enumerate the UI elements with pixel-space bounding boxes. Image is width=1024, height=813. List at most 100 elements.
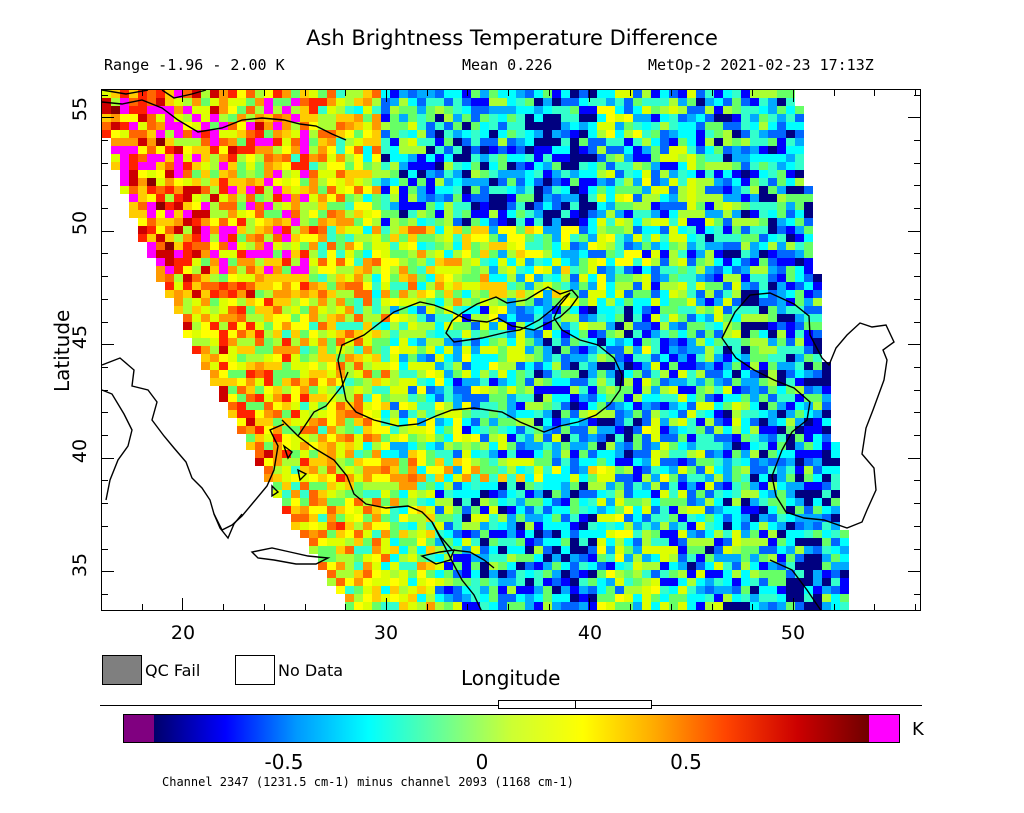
tick-mark [908,231,920,232]
data-pixel [228,146,237,154]
data-pixel [552,258,561,266]
data-pixel [282,146,291,154]
data-pixel [345,346,354,354]
data-pixel [624,162,633,170]
data-pixel [579,90,588,98]
data-pixel [291,274,300,282]
data-pixel [210,266,219,274]
data-pixel [264,298,273,306]
data-pixel [408,554,417,562]
data-pixel [615,602,624,610]
data-pixel [246,186,255,194]
data-pixel [399,194,408,202]
data-pixel [147,90,156,98]
data-pixel [435,258,444,266]
data-pixel [723,482,732,490]
data-pixel [570,426,579,434]
data-pixel [210,210,219,218]
data-pixel [318,514,327,522]
data-pixel [264,274,273,282]
data-pixel [678,170,687,178]
tick-mark [874,90,875,96]
data-pixel [543,234,552,242]
data-pixel [651,410,660,418]
data-pixel [327,218,336,226]
data-pixel [408,114,417,122]
data-pixel [399,538,408,546]
data-pixel [192,122,201,130]
data-pixel [300,354,309,362]
data-pixel [228,274,237,282]
data-pixel [255,370,264,378]
data-pixel [471,218,480,226]
data-pixel [399,458,408,466]
data-pixel [678,130,687,138]
data-pixel [534,354,543,362]
data-pixel [318,410,327,418]
data-pixel [237,194,246,202]
data-pixel [417,138,426,146]
data-pixel [678,538,687,546]
data-pixel [624,578,633,586]
data-pixel [624,234,633,242]
data-pixel [795,522,804,530]
data-pixel [390,186,399,194]
data-pixel [552,98,561,106]
data-pixel [705,234,714,242]
data-pixel [489,410,498,418]
data-pixel [786,514,795,522]
data-pixel [345,98,354,106]
data-pixel [426,586,435,594]
data-pixel [201,290,210,298]
data-pixel [525,410,534,418]
data-pixel [219,114,228,122]
data-pixel [246,426,255,434]
data-pixel [642,570,651,578]
data-pixel [615,226,624,234]
data-pixel [426,498,435,506]
data-pixel [255,202,264,210]
data-pixel [750,530,759,538]
data-pixel [768,410,777,418]
data-pixel [813,466,822,474]
data-pixel [354,122,363,130]
data-pixel [642,554,651,562]
data-pixel [615,530,624,538]
data-pixel [624,114,633,122]
data-pixel [534,458,543,466]
data-pixel [147,194,156,202]
data-pixel [498,298,507,306]
data-pixel [435,90,444,98]
data-pixel [714,354,723,362]
data-pixel [417,458,426,466]
data-pixel [444,402,453,410]
data-pixel [606,570,615,578]
data-pixel [660,218,669,226]
data-pixel [462,186,471,194]
data-pixel [363,570,372,578]
data-pixel [678,234,687,242]
data-pixel [741,202,750,210]
data-pixel [543,362,552,370]
data-pixel [471,290,480,298]
data-pixel [318,106,327,114]
data-pixel [552,290,561,298]
data-pixel [309,210,318,218]
data-pixel [264,458,273,466]
data-pixel [588,586,597,594]
data-pixel [660,346,669,354]
data-pixel [165,210,174,218]
tick-mark [102,163,108,164]
data-pixel [516,458,525,466]
data-pixel [381,450,390,458]
data-pixel [381,362,390,370]
data-pixel [741,538,750,546]
data-pixel [498,594,507,602]
data-pixel [426,162,435,170]
data-pixel [786,466,795,474]
data-pixel [507,610,516,611]
data-pixel [606,194,615,202]
data-pixel [138,138,147,146]
data-pixel [435,386,444,394]
data-pixel [435,202,444,210]
